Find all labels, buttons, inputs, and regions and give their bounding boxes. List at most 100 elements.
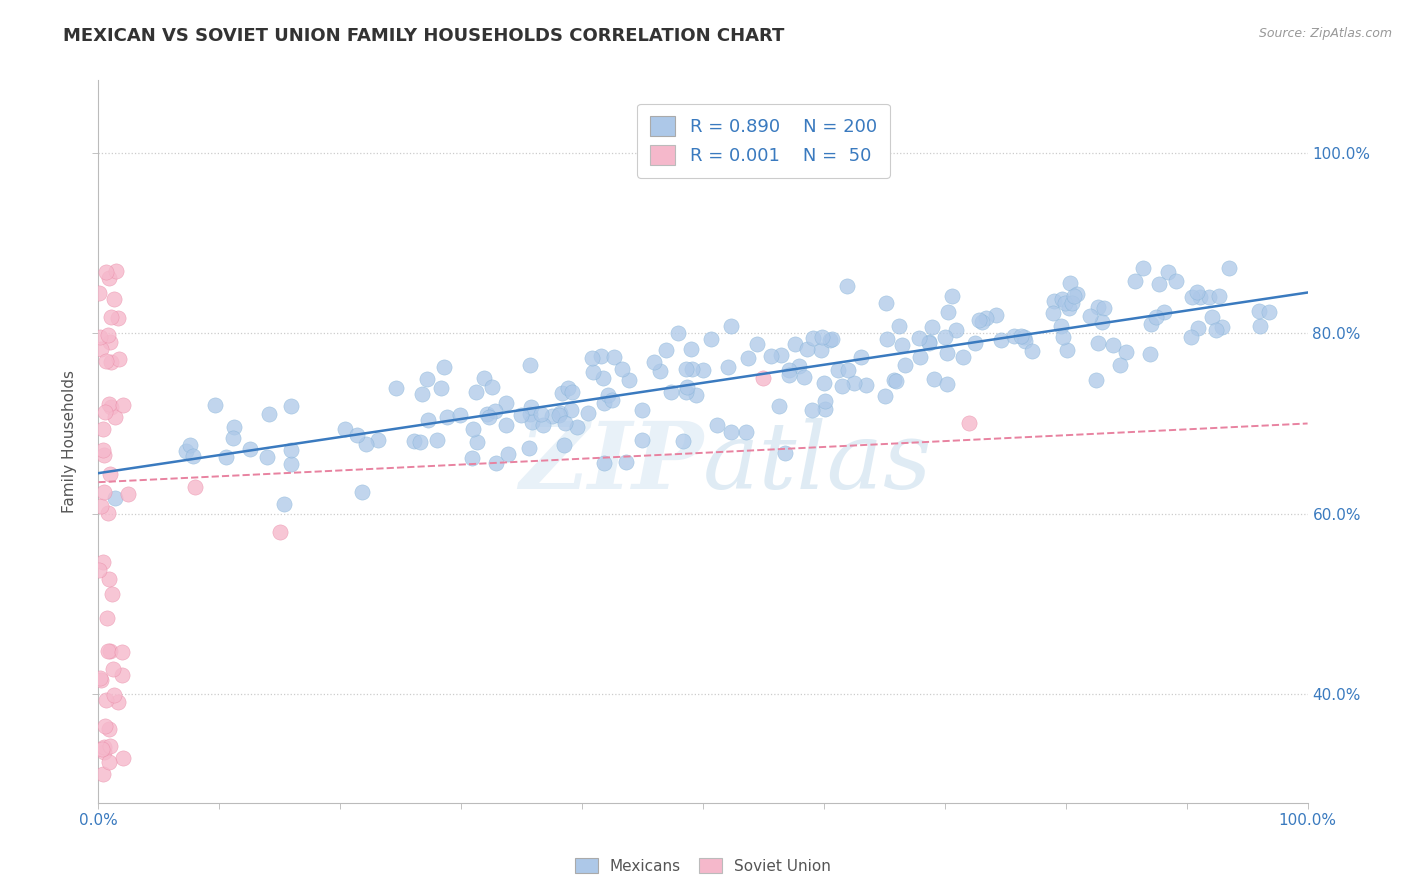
Text: Source: ZipAtlas.com: Source: ZipAtlas.com [1258, 27, 1392, 40]
Point [793, 370, 815, 384]
Point [1066, 287, 1088, 301]
Point [883, 373, 905, 387]
Point [100, 467, 122, 481]
Point [531, 417, 554, 432]
Point [936, 376, 959, 391]
Point [98, 334, 121, 349]
Point [876, 332, 898, 346]
Point [108, 351, 131, 366]
Point [97, 328, 120, 343]
Point [1218, 260, 1240, 275]
Point [280, 457, 302, 471]
Point [111, 645, 134, 659]
Point [269, 524, 291, 539]
Point [93, 739, 115, 754]
Point [103, 292, 125, 306]
Point [111, 398, 134, 412]
Point [821, 332, 844, 346]
Point [273, 497, 295, 511]
Point [557, 381, 579, 395]
Point [1014, 334, 1036, 348]
Point [239, 442, 262, 457]
Point [1139, 317, 1161, 331]
Point [631, 433, 654, 447]
Point [813, 376, 835, 390]
Point [97, 644, 120, 658]
Point [600, 392, 623, 407]
Point [648, 364, 671, 378]
Point [1057, 301, 1080, 315]
Text: MEXICAN VS SOVIET UNION FAMILY HOUSEHOLDS CORRELATION CHART: MEXICAN VS SOVIET UNION FAMILY HOUSEHOLD… [63, 27, 785, 45]
Point [918, 336, 941, 351]
Point [1123, 274, 1146, 288]
Point [519, 358, 541, 372]
Point [886, 374, 908, 388]
Point [565, 420, 588, 434]
Point [957, 417, 980, 431]
Point [97, 397, 120, 411]
Point [98, 643, 121, 657]
Point [404, 434, 426, 448]
Point [478, 410, 501, 425]
Point [1054, 296, 1077, 310]
Point [90, 342, 112, 356]
Point [93, 745, 115, 759]
Point [103, 688, 125, 702]
Point [551, 385, 574, 400]
Point [541, 409, 564, 423]
Point [1091, 315, 1114, 329]
Point [1056, 343, 1078, 358]
Point [436, 409, 458, 424]
Point [97, 755, 120, 769]
Point [100, 401, 122, 415]
Point [801, 403, 824, 417]
Point [582, 365, 605, 379]
Point [1115, 345, 1137, 359]
Point [974, 310, 997, 325]
Point [811, 329, 834, 343]
Point [720, 425, 742, 440]
Point [787, 359, 810, 373]
Point [837, 363, 859, 377]
Point [554, 416, 576, 430]
Point [174, 443, 197, 458]
Point [770, 348, 793, 362]
Point [972, 315, 994, 329]
Point [612, 362, 634, 376]
Point [117, 487, 139, 501]
Point [1132, 260, 1154, 275]
Point [91, 766, 114, 780]
Point [593, 456, 616, 470]
Point [908, 350, 931, 364]
Point [1049, 319, 1071, 334]
Point [94, 693, 117, 707]
Point [495, 395, 517, 409]
Point [941, 289, 963, 303]
Point [873, 389, 896, 403]
Point [1153, 305, 1175, 319]
Point [918, 335, 941, 350]
Point [700, 332, 723, 346]
Point [720, 319, 742, 334]
Point [416, 413, 439, 427]
Point [631, 402, 654, 417]
Point [496, 447, 519, 461]
Point [1187, 321, 1209, 335]
Point [181, 449, 204, 463]
Point [101, 662, 124, 676]
Point [785, 337, 807, 351]
Point [1102, 338, 1125, 352]
Point [416, 372, 439, 386]
Point [1063, 289, 1085, 303]
Point [91, 442, 114, 457]
Point [346, 428, 368, 442]
Point [477, 407, 499, 421]
Point [111, 668, 134, 682]
Point [1078, 309, 1101, 323]
Point [224, 420, 246, 434]
Point [461, 451, 484, 466]
Point [101, 587, 124, 601]
Point [967, 313, 990, 327]
Point [1144, 310, 1167, 324]
Point [818, 333, 841, 347]
